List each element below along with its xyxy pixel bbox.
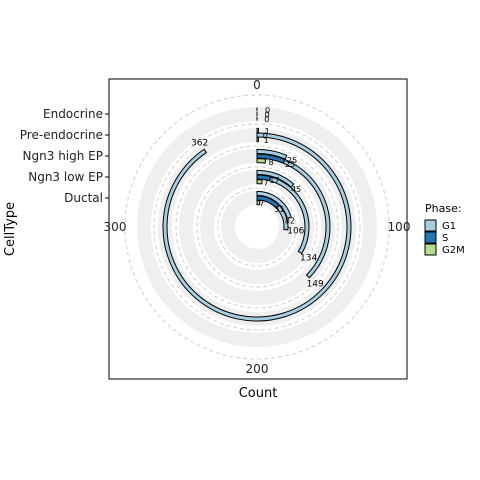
bar-pre-endocrine-g2m bbox=[256, 137, 259, 143]
label-ngn3-low-ep-g1: 45 bbox=[291, 185, 301, 194]
grid-ring-0 bbox=[124, 94, 390, 360]
label-pre-endocrine-s: 0 bbox=[263, 131, 268, 140]
theta-tick-300: 300 bbox=[104, 220, 127, 234]
label-endocrine-s: 0 bbox=[265, 110, 270, 119]
y-axis-categories: Ductal Ngn3 low EP Ngn3 high EP Pre-endocri… bbox=[20, 107, 109, 205]
theta-tick-100: 100 bbox=[388, 220, 411, 234]
label-ngn3-high-ep-s: 25 bbox=[285, 160, 295, 169]
x-axis-label: Count bbox=[239, 386, 278, 401]
label-total-ngn3-high-ep: 149 bbox=[307, 279, 324, 289]
bar-total-ngn3-low-ep bbox=[256, 174, 310, 255]
y-category-endocrine: Endocrine bbox=[43, 107, 103, 121]
label-ductal-g2m: 7 bbox=[259, 199, 264, 208]
label-pre-endocrine-g2m: 1 bbox=[264, 136, 269, 145]
grid-ring-2 bbox=[175, 145, 339, 309]
y-category-ngn3-low-ep: Ngn3 low EP bbox=[28, 170, 103, 184]
legend-swatch-g2m bbox=[424, 243, 437, 256]
legend-label-g1: G1 bbox=[442, 221, 456, 232]
label-total-pre-endocrine: 362 bbox=[191, 139, 208, 149]
bar-ngn3-low-ep-s bbox=[256, 174, 272, 182]
label-endocrine-g1: 0 bbox=[265, 106, 270, 115]
bars bbox=[162, 107, 352, 322]
label-ngn3-high-ep-g1: 25 bbox=[287, 156, 297, 165]
legend-label-g2m: G2M bbox=[442, 245, 465, 256]
legend-title: Phase: bbox=[425, 202, 462, 215]
label-endocrine-g2m: 0 bbox=[264, 115, 269, 124]
y-category-ductal: Ductal bbox=[64, 191, 103, 205]
grid-ring-4 bbox=[217, 187, 297, 267]
bar-ngn3-high-ep-g2m bbox=[256, 158, 267, 164]
bar-ngn3-high-ep-s bbox=[256, 153, 286, 164]
legend-swatch-s bbox=[424, 231, 437, 244]
legend-swatch-g1 bbox=[424, 219, 437, 232]
grid-ring-3 bbox=[196, 166, 318, 288]
label-ngn3-high-ep-g2m: 8 bbox=[269, 158, 274, 167]
label-total-ngn3-low-ep: 134 bbox=[300, 254, 317, 264]
bar-ductal-g2m bbox=[256, 200, 261, 206]
y-category-ngn3-high-ep: Ngn3 high EP bbox=[23, 149, 103, 163]
y-category-pre-endocrine: Pre-endocrine bbox=[20, 128, 103, 142]
grid-ring-1 bbox=[153, 123, 361, 331]
bar-ngn3-high-ep-g1 bbox=[256, 148, 288, 160]
legend-label-s: S bbox=[442, 233, 448, 244]
label-total-ductal: 106 bbox=[287, 227, 304, 237]
bar-ngn3-low-ep-g1 bbox=[256, 169, 295, 188]
bar-total-ngn3-high-ep bbox=[256, 153, 331, 279]
bar-ngn3-low-ep-g2m bbox=[256, 179, 263, 185]
label-ductal-s: 51 bbox=[274, 205, 284, 214]
bar-pre-endocrine-g1 bbox=[256, 127, 260, 133]
label-ductal-g1: 82 bbox=[285, 217, 295, 226]
theta-tick-200: 200 bbox=[246, 362, 269, 376]
bar-total-pre-endocrine bbox=[162, 132, 352, 322]
bar-ductal-s bbox=[256, 195, 280, 209]
label-ngn3-low-ep-g2m: 7 bbox=[263, 179, 268, 188]
y-axis-label: CellType bbox=[3, 202, 18, 256]
label-ngn3-low-ep-s: 17 bbox=[269, 176, 279, 185]
theta-tick-0: 0 bbox=[253, 78, 261, 92]
label-pre-endocrine-g1: 1 bbox=[265, 127, 270, 136]
